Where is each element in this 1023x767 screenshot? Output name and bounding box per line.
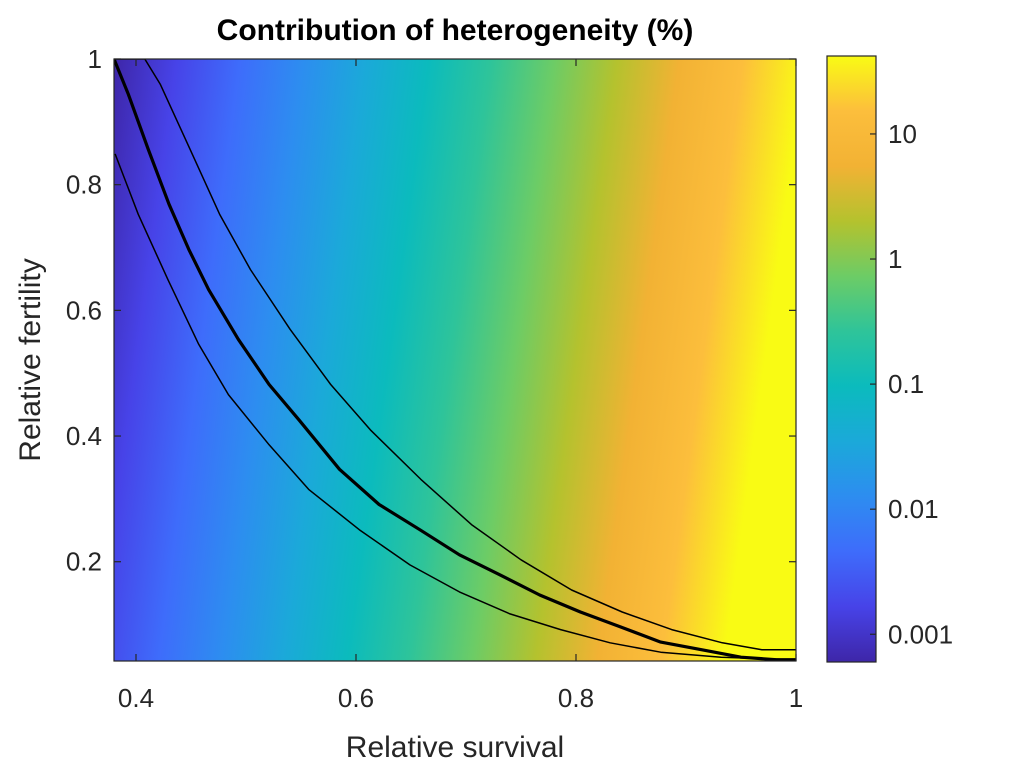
x-tick-label: 0.4 (118, 683, 154, 713)
y-axis: 0.2 0.4 0.6 0.8 1 (66, 44, 796, 577)
contour-line-upper (114, 59, 796, 651)
plot-frame (113, 58, 797, 662)
colorbar-tick-label: 0.001 (888, 619, 953, 649)
heatmap-field (114, 59, 796, 661)
x-axis: 0.4 0.6 0.8 1 (118, 59, 803, 713)
y-tick-label: 0.8 (66, 170, 102, 200)
colorbar: 0.001 0.01 0.1 1 10 (826, 55, 953, 663)
colorbar-tick-label: 0.01 (888, 494, 939, 524)
colorbar-ticks: 0.001 0.01 0.1 1 10 (870, 119, 953, 649)
y-tick-label: 1 (88, 44, 102, 74)
colorbar-tick-label: 1 (888, 244, 902, 274)
x-tick-label: 0.8 (558, 683, 594, 713)
colorbar-tick-label: 10 (888, 119, 917, 149)
contour-line-middle (114, 59, 796, 661)
x-tick-label: 1 (789, 683, 803, 713)
y-tick-label: 0.4 (66, 421, 102, 451)
x-tick-label: 0.6 (338, 683, 374, 713)
colorbar-tick-label: 0.1 (888, 369, 924, 399)
contour-line-lower (114, 153, 796, 661)
y-tick-label: 0.6 (66, 295, 102, 325)
y-axis-label: Relative fertility (14, 258, 47, 461)
colorbar-bar (826, 55, 877, 663)
contour-lines (114, 59, 796, 661)
x-axis-label: Relative survival (346, 731, 564, 764)
chart-title: Contribution of heterogeneity (%) (217, 14, 694, 47)
plot-area: 0.4 0.6 0.8 1 0.2 0.4 0.6 0.8 1 (66, 44, 803, 713)
y-tick-label: 0.2 (66, 547, 102, 577)
